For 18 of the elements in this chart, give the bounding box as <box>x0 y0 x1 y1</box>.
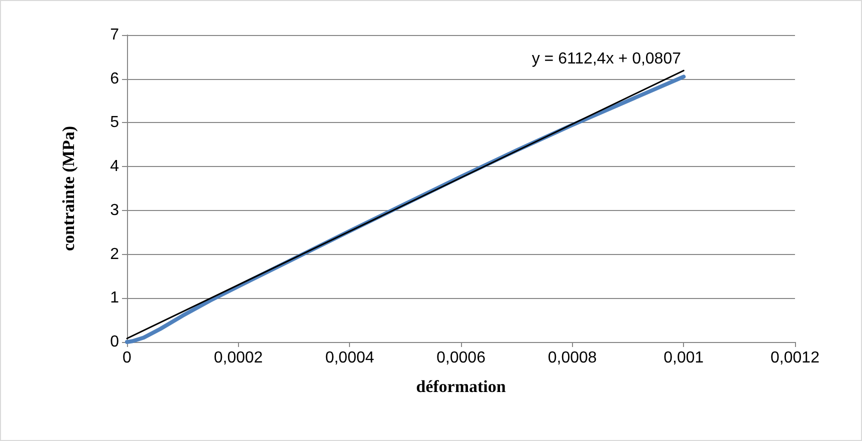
y-tick-label: 5 <box>110 114 120 132</box>
y-tick-label: 2 <box>110 246 120 263</box>
x-axis-title: déformation <box>416 377 506 396</box>
y-axis-title: contrainte (MPa) <box>59 126 78 252</box>
annotation: y = 6112,4x + 0,0807 <box>532 50 682 68</box>
x-tick-label: 0,0012 <box>770 350 820 366</box>
y-tick-label: 4 <box>110 158 120 176</box>
x-tick-label: 0,0004 <box>325 350 374 366</box>
y-tick-label: 3 <box>110 202 120 219</box>
y-tick-label: 7 <box>110 26 120 44</box>
x-tick-label: 0,0006 <box>436 350 486 366</box>
y-tick-label: 6 <box>110 70 120 88</box>
y-tick-label: 1 <box>110 290 120 307</box>
x-tick-label: 0,0002 <box>214 350 263 366</box>
x-tick-label: 0,001 <box>664 350 704 366</box>
x-tick-label: 0 <box>122 350 132 366</box>
x-tick-label: 0,0008 <box>548 350 597 366</box>
y-tick-label: 0 <box>110 334 120 350</box>
